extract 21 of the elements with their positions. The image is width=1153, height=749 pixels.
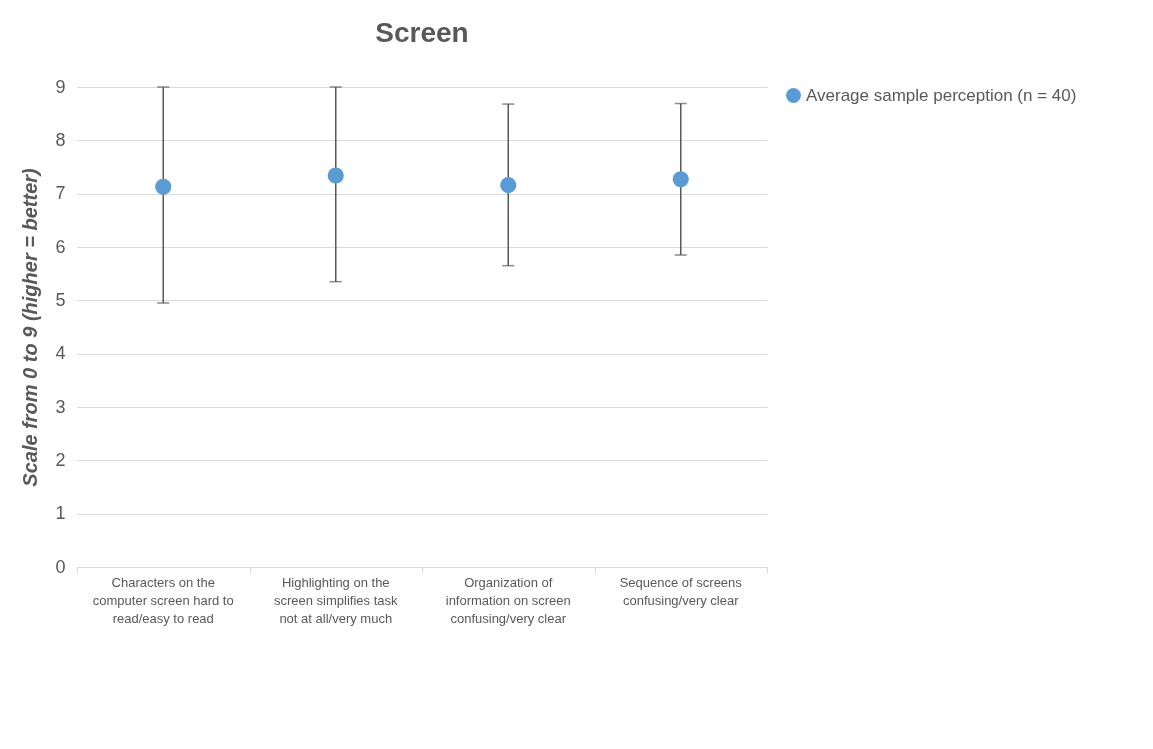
y-tick-label: 9 <box>55 76 66 97</box>
y-tick-label: 4 <box>55 343 66 364</box>
y-tick-label: 1 <box>55 503 66 524</box>
point <box>155 178 172 195</box>
chart-title: Screen <box>375 17 469 48</box>
y-tick-label: 6 <box>55 236 66 257</box>
legend-label: Average sample perception (n = 40) <box>806 85 1077 105</box>
y-tick-label: 8 <box>55 129 66 150</box>
x-tick-label: Organization of information on screen confusing/very clear <box>445 575 571 626</box>
point <box>327 167 344 184</box>
x-tick-label: Highlighting on the screen simplifies task not at all/very much <box>273 575 399 626</box>
y-axis-title: Scale from 0 to 9 (higher = better) <box>19 167 42 487</box>
y-tick-label: 2 <box>55 449 66 470</box>
x-tick-label: Sequence of screens confusing/very clear <box>619 575 743 608</box>
x-tick-label: Characters on the computer screen hard to read/easy to read <box>92 575 234 626</box>
y-tick-label: 0 <box>55 556 66 577</box>
y-tick-label: 5 <box>55 289 66 310</box>
point <box>500 177 517 194</box>
y-tick-label: 7 <box>55 183 66 204</box>
point <box>672 171 689 188</box>
y-tick-label: 3 <box>55 396 66 417</box>
